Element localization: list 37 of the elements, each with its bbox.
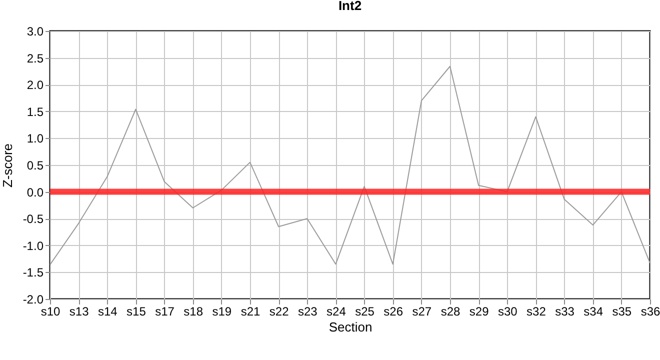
x-tick-label: s21 bbox=[240, 304, 260, 318]
y-tick-label: 1.0 bbox=[26, 132, 44, 146]
y-tick-label: -1.5 bbox=[22, 266, 44, 280]
line-series bbox=[50, 66, 650, 266]
x-tick-label: s33 bbox=[555, 304, 575, 318]
x-axis-title: Section bbox=[328, 320, 372, 334]
x-tick-label: s17 bbox=[155, 304, 175, 318]
y-tick-label: 0.0 bbox=[26, 185, 44, 200]
x-tick-label: s27 bbox=[412, 304, 432, 318]
x-tick-label: s34 bbox=[584, 304, 604, 318]
y-tick-label: 3.0 bbox=[26, 24, 44, 38]
y-axis-title: Z-score bbox=[0, 143, 15, 188]
y-tick-label: -0.5 bbox=[22, 212, 44, 226]
x-tick-label: s23 bbox=[298, 304, 318, 318]
x-tick-label: s30 bbox=[498, 304, 518, 318]
x-tick-label: s13 bbox=[69, 304, 90, 318]
x-tick-label: s15 bbox=[126, 304, 146, 318]
x-tick-label: s28 bbox=[440, 304, 460, 318]
y-tick-label: 2.5 bbox=[26, 51, 44, 66]
chart-title: Int2 bbox=[338, 0, 362, 13]
x-tick-label: s29 bbox=[469, 304, 490, 318]
x-tick-label: s25 bbox=[355, 304, 375, 318]
x-tick-label: s10 bbox=[40, 304, 60, 318]
y-tick-label: 1.5 bbox=[26, 104, 44, 119]
x-tick-label: s22 bbox=[269, 304, 290, 318]
x-tick-label: s14 bbox=[98, 304, 118, 318]
x-tick-label: s18 bbox=[184, 304, 204, 318]
x-tick-label: s19 bbox=[212, 304, 232, 318]
x-tick-label: s24 bbox=[326, 304, 346, 318]
y-tick-label: 0.5 bbox=[26, 158, 44, 172]
x-tick-label: s26 bbox=[384, 304, 404, 318]
y-tick-label: -1.0 bbox=[22, 238, 44, 253]
x-tick-label: s32 bbox=[526, 304, 546, 318]
y-tick-label: 2.0 bbox=[26, 78, 44, 92]
x-tick-label: s36 bbox=[640, 304, 660, 318]
x-tick-label: s35 bbox=[612, 304, 632, 318]
y-tick-label: -2.0 bbox=[22, 292, 44, 306]
